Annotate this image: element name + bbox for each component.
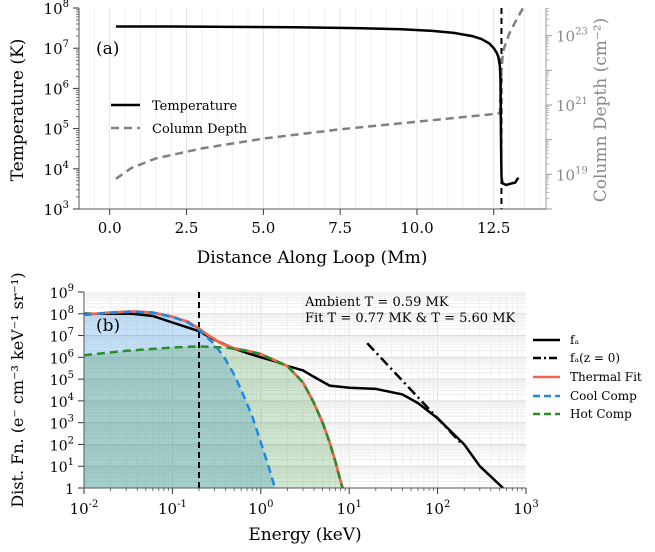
y-tick-label: 107 — [50, 327, 74, 346]
x-tick-label: 10-2 — [70, 499, 99, 518]
panel-a-label: (a) — [96, 39, 119, 59]
x-tick-label: 2.5 — [175, 219, 199, 237]
x-tick-label: 100 — [248, 499, 273, 518]
y-tick-label: 1 — [65, 482, 74, 498]
y-tick-label: 109 — [50, 283, 74, 302]
panel-b: 10-2 10-1 100 101 102 103 1 101 102 103 104 105 106 1… — [8, 272, 642, 545]
panel-a-y-axis-label: Temperature (K) — [8, 39, 28, 182]
panel-a-grid — [93, 8, 541, 209]
panel-b-legend: fₐ fₐ(z = 0) Thermal Fit Cool Comp Hot C… — [533, 333, 642, 421]
panel-a-legend: Temperature Column Depth — [111, 99, 248, 137]
cool-comp-fill — [84, 311, 276, 488]
hot-comp-fill — [84, 346, 343, 488]
column-depth-line — [115, 8, 525, 180]
x-tick-label: 10-1 — [158, 499, 187, 518]
hot-comp-line — [84, 345, 344, 488]
x-tick-label: 5.0 — [251, 219, 275, 237]
panel-a-x-axis-label: Distance Along Loop (Mm) — [197, 248, 428, 268]
fa-z0-line — [366, 342, 462, 444]
y-tick-label: 105 — [44, 120, 69, 139]
panel-a-ticks: 0.0 2.5 5.0 7.5 10.0 12.5 103 104 105 106 107 108 10… — [44, 0, 588, 237]
y-tick-label: 103 — [50, 414, 74, 433]
x-tick-label: 101 — [336, 499, 361, 518]
y-tick-label: 105 — [50, 370, 74, 389]
legend-fa-label: fₐ — [570, 333, 579, 347]
x-tick-label: 10.0 — [400, 219, 433, 237]
y-tick-label: 108 — [44, 0, 69, 18]
panel-b-y-axis-label: Dist. Fn. (e⁻ cm⁻³ keV⁻¹ sr⁻¹) — [8, 272, 27, 507]
y-right-tick-label: 1019 — [556, 165, 588, 184]
y-tick-label: 101 — [50, 457, 74, 476]
y-tick-label: 108 — [50, 305, 74, 324]
legend-column-depth-label: Column Depth — [152, 122, 248, 137]
y-tick-label: 104 — [44, 160, 69, 179]
cool-comp-line — [84, 310, 277, 488]
legend-temperature-label: Temperature — [152, 99, 237, 114]
annotation-ambient: Ambient T = 0.59 MK — [304, 295, 449, 310]
panel-b-label: (b) — [96, 316, 120, 336]
legend-hot-comp-label: Hot Comp — [570, 407, 632, 421]
y-tick-label: 104 — [50, 392, 74, 411]
legend-thermal-fit-label: Thermal Fit — [570, 370, 642, 384]
y-tick-label: 107 — [44, 39, 69, 58]
y-right-tick-label: 1023 — [556, 27, 588, 46]
panel-a-right-axis-label: Column Depth (cm⁻²) — [591, 18, 611, 203]
panel-a: 0.0 2.5 5.0 7.5 10.0 12.5 103 104 105 106 107 108 10… — [8, 0, 611, 268]
y-tick-label: 106 — [50, 348, 74, 367]
legend-cool-comp-label: Cool Comp — [570, 389, 637, 403]
x-tick-label: 103 — [513, 499, 538, 518]
x-tick-label: 7.5 — [328, 219, 352, 237]
x-tick-label: 0.0 — [98, 219, 122, 237]
x-tick-label: 102 — [425, 499, 450, 518]
temperature-line — [115, 25, 520, 187]
panel-b-ticks: 10-2 10-1 100 101 102 103 1 101 102 103 104 105 106 1… — [50, 283, 539, 518]
y-right-tick-label: 1021 — [556, 96, 588, 115]
y-tick-label: 102 — [50, 435, 74, 454]
panel-b-grid — [83, 292, 526, 489]
annotation-fit: Fit T = 0.77 MK & T = 5.60 MK — [305, 311, 516, 326]
panel-b-x-axis-label: Energy (keV) — [248, 525, 361, 545]
y-tick-label: 106 — [44, 79, 69, 98]
y-tick-label: 103 — [44, 200, 69, 219]
legend-fa-z0-label: fₐ(z = 0) — [570, 351, 620, 365]
x-tick-label: 12.5 — [477, 219, 510, 237]
